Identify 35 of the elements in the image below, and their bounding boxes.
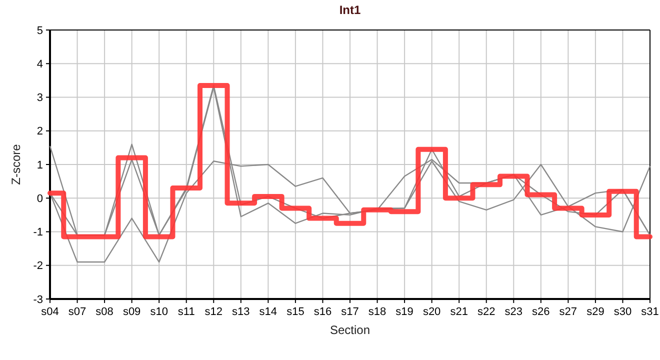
x-tick-label: s19 [396,306,414,318]
y-tick-label: 0 [36,192,43,205]
chart-title: Int1 [339,3,361,17]
x-tick-label: s29 [586,306,604,318]
x-tick-label: s30 [614,306,632,318]
y-tick-label: 3 [36,92,43,104]
x-tick-label: s31 [641,306,659,318]
y-tick-label: 2 [36,126,43,138]
x-tick-label: s18 [368,306,386,318]
x-tick-label: s12 [204,306,223,318]
y-tick-label: 4 [36,58,43,70]
y-tick-label: -3 [33,294,43,306]
x-tick-label: s22 [477,306,496,318]
x-tick-label: s10 [150,306,168,318]
y-tick-label: -1 [33,226,43,239]
y-tick-label: -2 [33,260,43,272]
x-tick-label: s21 [450,306,468,318]
x-tick-label: s04 [41,306,59,318]
x-tick-label: s16 [314,306,332,318]
x-tick-label: s08 [96,306,114,318]
y-axis-title: Z-score [9,144,23,185]
x-tick-label: s27 [559,306,578,318]
x-tick-label: s20 [422,306,441,318]
x-tick-label: s17 [341,306,359,318]
x-tick-label: s13 [232,306,250,318]
x-tick-label: s11 [178,306,195,318]
x-axis-title: Section [330,323,370,337]
x-tick-label: s23 [504,306,523,318]
x-tick-label: s07 [68,306,86,318]
x-tick-label: s26 [532,306,550,318]
y-tick-label: 5 [36,24,43,37]
x-tick-label: s09 [122,306,141,318]
x-tick-label: s14 [259,306,278,318]
y-tick-label: 1 [36,159,43,172]
x-tick-label: s15 [286,306,304,318]
